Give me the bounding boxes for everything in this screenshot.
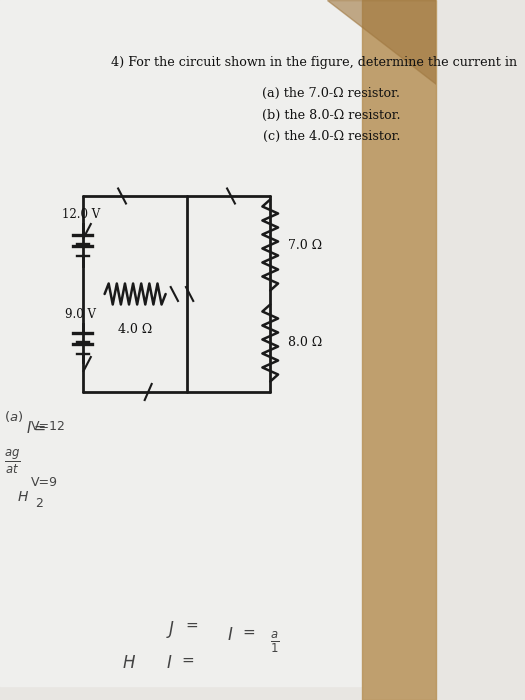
Text: $I=$: $I=$ <box>26 420 46 436</box>
Text: $\frac{a}{1}$: $\frac{a}{1}$ <box>270 630 280 655</box>
Text: (a) the 7.0-Ω resistor.: (a) the 7.0-Ω resistor. <box>262 87 400 100</box>
Text: $\frac{ag}{at}$: $\frac{ag}{at}$ <box>4 448 21 476</box>
Text: $H$: $H$ <box>122 654 136 671</box>
Text: V=12: V=12 <box>30 420 66 433</box>
Bar <box>362 0 436 700</box>
Text: $=$: $=$ <box>178 652 195 666</box>
Text: $=$: $=$ <box>240 624 256 638</box>
Text: 4.0 Ω: 4.0 Ω <box>118 323 152 337</box>
Text: 4) For the circuit shown in the figure, determine the current in: 4) For the circuit shown in the figure, … <box>111 56 517 69</box>
Text: $(a)$: $(a)$ <box>4 410 24 424</box>
Text: 8.0 Ω: 8.0 Ω <box>288 337 322 349</box>
Text: $2$: $2$ <box>35 497 44 510</box>
Text: 7.0 Ω: 7.0 Ω <box>288 239 322 251</box>
Text: $H$: $H$ <box>17 490 29 504</box>
Text: $I$: $I$ <box>227 626 233 643</box>
Text: (c) the 4.0-Ω resistor.: (c) the 4.0-Ω resistor. <box>262 130 400 143</box>
Text: 9.0 V: 9.0 V <box>65 307 96 321</box>
Text: $=$: $=$ <box>183 617 199 631</box>
Text: $J$: $J$ <box>165 620 175 640</box>
Text: 12.0 V: 12.0 V <box>61 207 100 220</box>
Text: (b) the 8.0-Ω resistor.: (b) the 8.0-Ω resistor. <box>262 108 401 122</box>
Text: V=9: V=9 <box>30 476 58 489</box>
Bar <box>0 0 362 686</box>
Text: $I$: $I$ <box>165 654 172 671</box>
Polygon shape <box>327 0 436 84</box>
